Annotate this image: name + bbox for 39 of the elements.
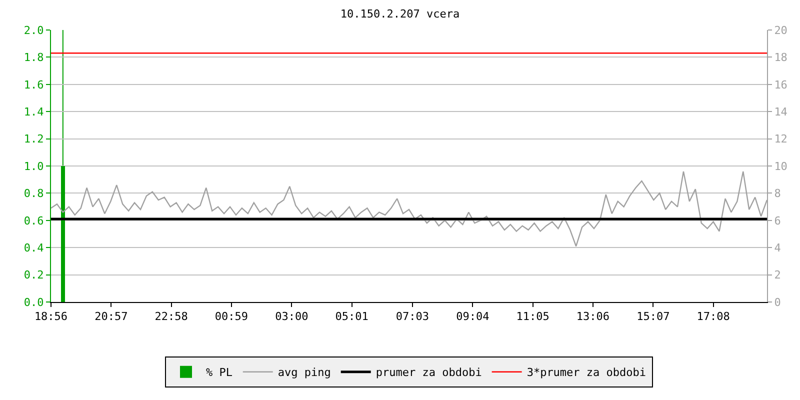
- x-tick-label: 03:00: [275, 310, 308, 324]
- x-tick-label: 07:03: [396, 310, 430, 324]
- y-tick-label: 1.8: [24, 51, 44, 64]
- x-tick-label: 15:07: [636, 310, 670, 324]
- legend-label: avg ping: [278, 366, 331, 380]
- chart-title: 10.150.2.207 vcera: [340, 8, 460, 21]
- y2-tick-label: 14: [774, 105, 788, 118]
- y2-tick-label: 10: [774, 160, 788, 173]
- legend-label: prumer za obdobi: [376, 366, 482, 380]
- y2-tick-label: 6: [774, 214, 781, 228]
- x-tick-label: 13:06: [576, 310, 610, 324]
- y-tick-label: 2.0: [24, 24, 44, 37]
- y2-tick-label: 16: [774, 78, 788, 92]
- y2-tick-label: 18: [774, 51, 788, 64]
- y-tick-label: 0.6: [24, 214, 44, 228]
- x-tick-label: 22:58: [154, 310, 188, 324]
- y-tick-label: 0.8: [24, 187, 44, 200]
- x-tick-label: 11:05: [516, 310, 550, 324]
- y-tick-label: 0.2: [24, 268, 44, 282]
- x-tick-label: 09:04: [456, 310, 490, 324]
- legend-label: % PL: [206, 366, 233, 380]
- x-tick-label: 20:57: [94, 310, 128, 324]
- x-tick-label: 18:56: [34, 310, 68, 324]
- y2-tick-label: 20: [774, 24, 788, 37]
- y2-tick-label: 12: [774, 132, 788, 146]
- y2-tick-label: 4: [774, 241, 782, 254]
- y-tick-label: 1.0: [24, 160, 44, 173]
- x-tick-label: 17:08: [696, 310, 730, 324]
- y-tick-label: 1.6: [24, 78, 44, 92]
- y2-tick-label: 0: [774, 296, 781, 309]
- y-tick-label: 0.4: [24, 241, 44, 254]
- y-tick-label: 1.2: [24, 132, 44, 146]
- x-tick-label: 05:01: [335, 310, 368, 324]
- legend-label: 3*prumer za obdobi: [526, 366, 646, 380]
- y2-tick-label: 2: [774, 268, 781, 282]
- y2-tick-label: 8: [774, 187, 781, 200]
- x-tick-label: 00:59: [214, 310, 248, 324]
- y-tick-label: 0.0: [24, 296, 44, 309]
- y-tick-label: 1.4: [24, 105, 44, 118]
